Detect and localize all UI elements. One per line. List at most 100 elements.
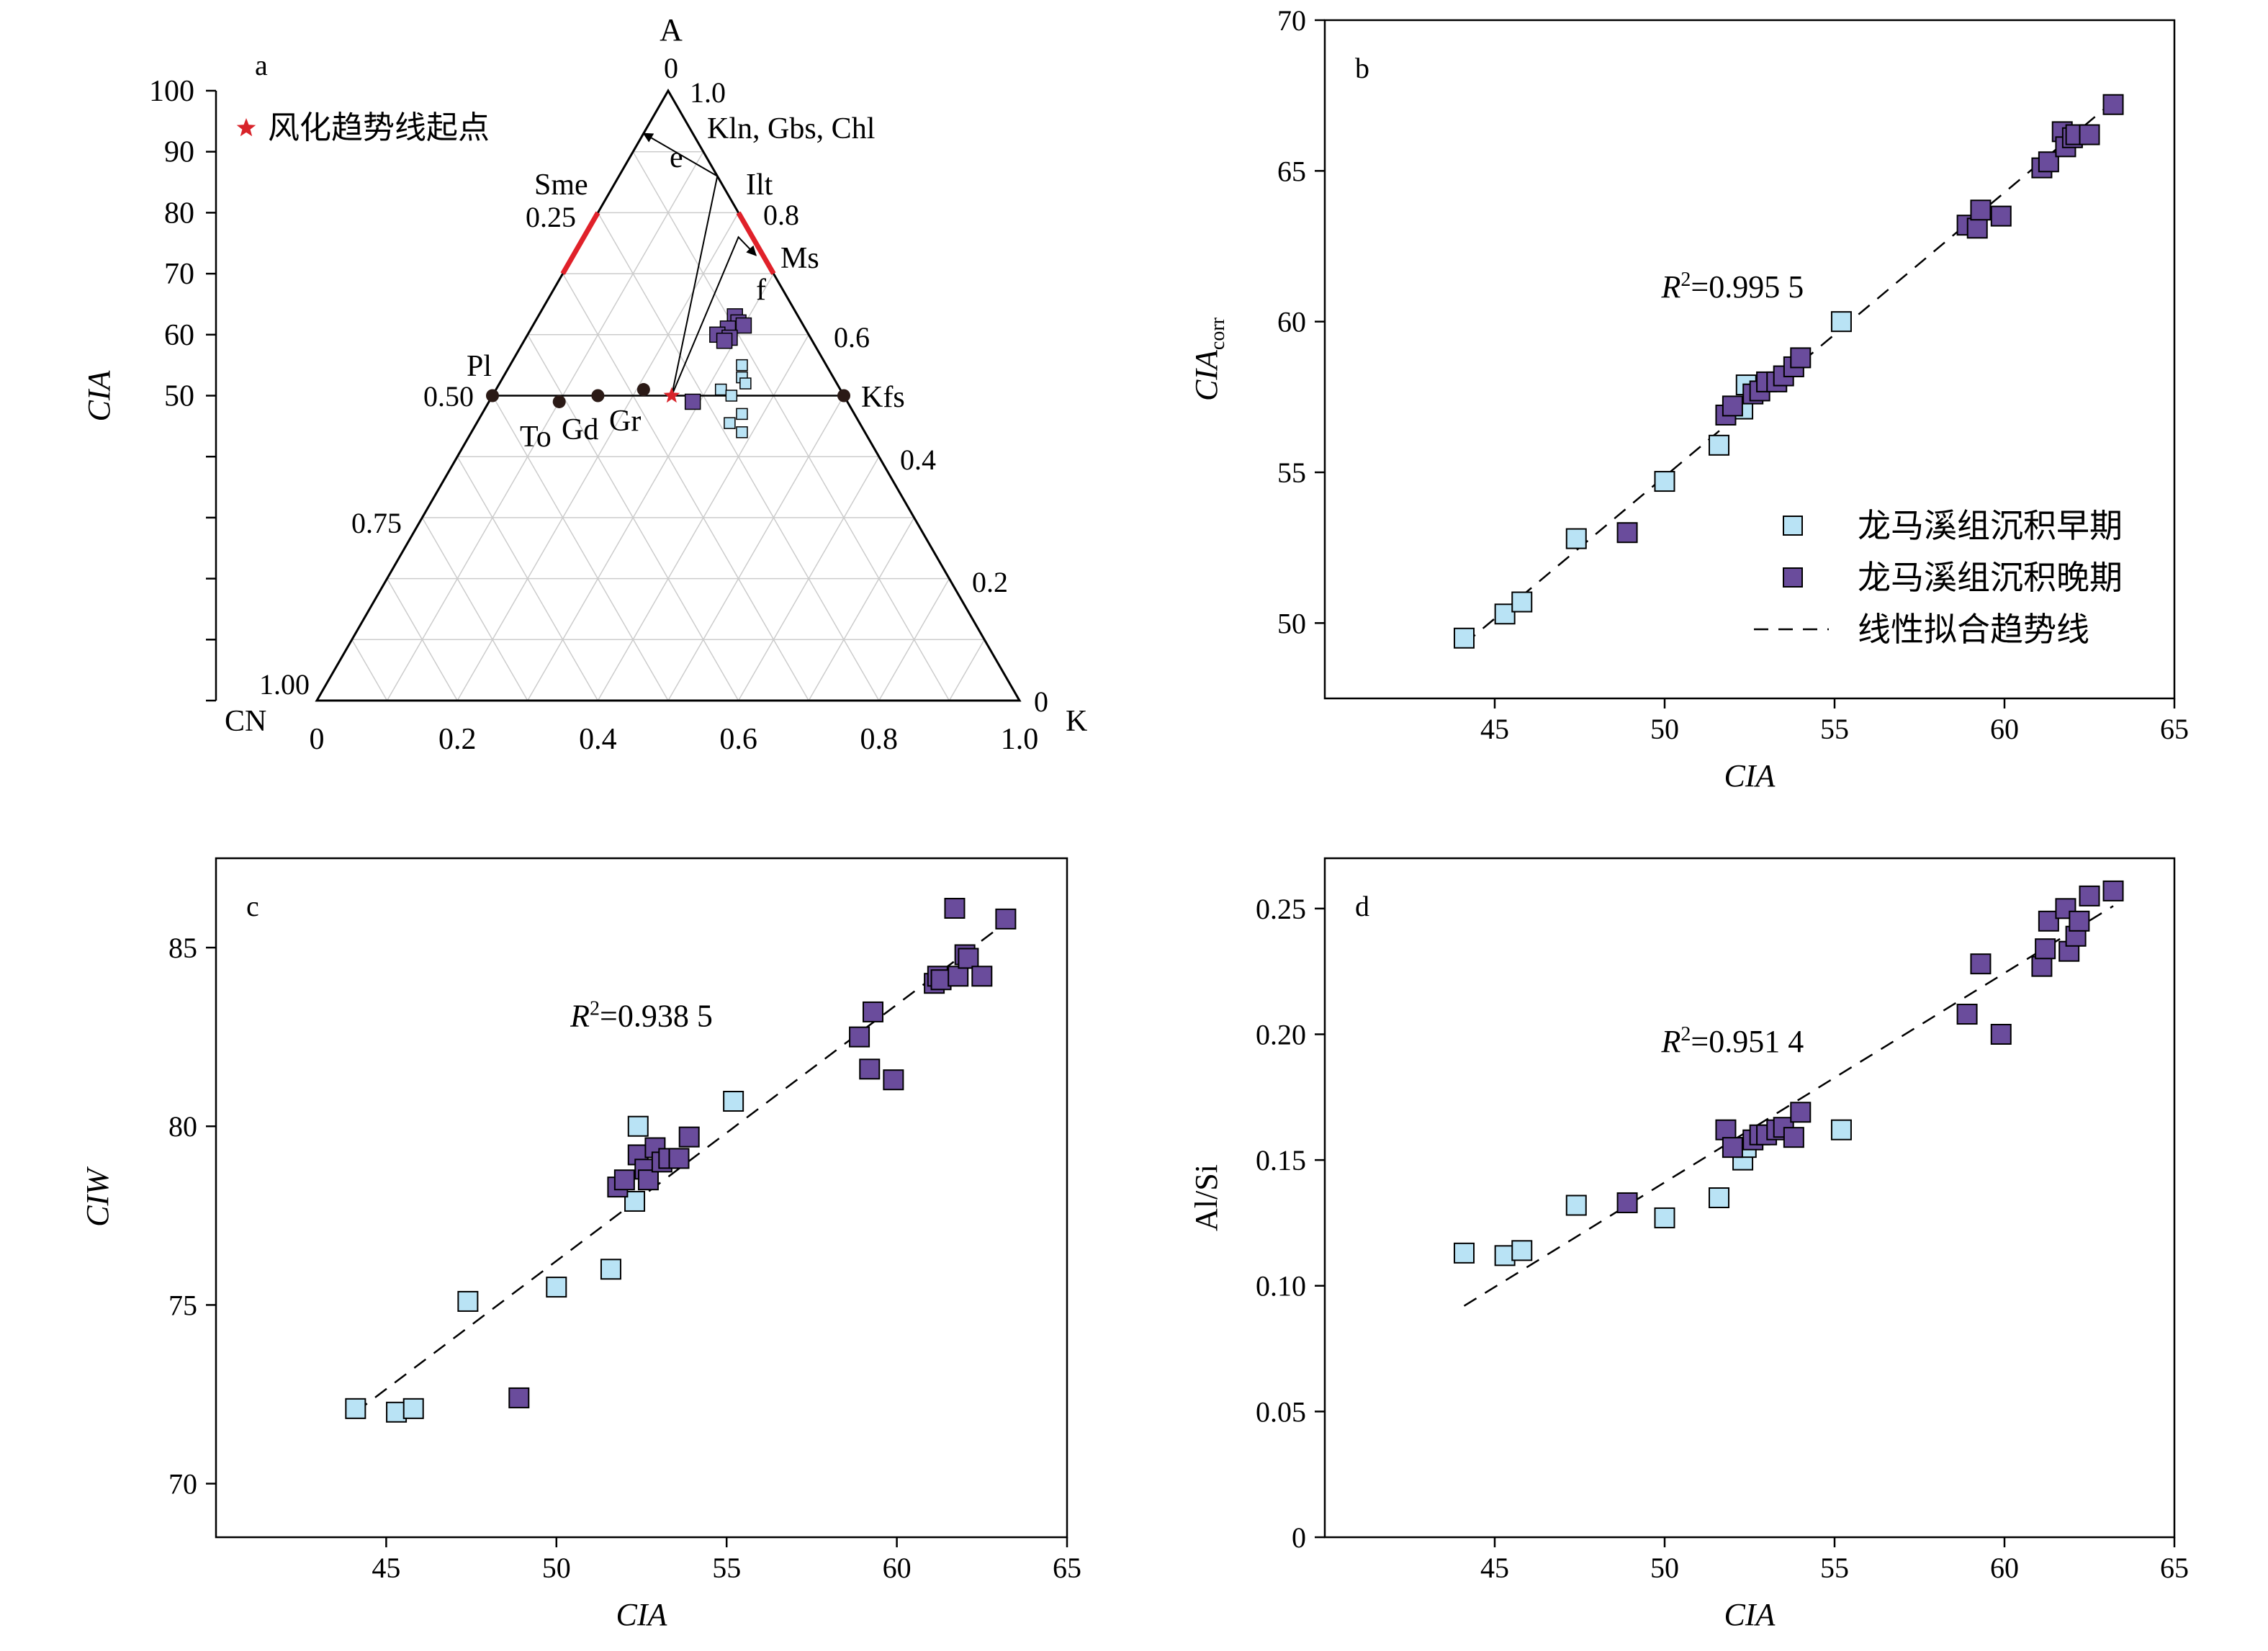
late-marker — [930, 969, 952, 991]
y-tick-label: 85 — [168, 932, 197, 964]
plot-frame — [1323, 19, 2176, 700]
late-marker — [1970, 199, 1992, 221]
late-marker — [971, 966, 993, 987]
legend-late-swatch — [1783, 567, 1803, 588]
grid-line — [386, 151, 704, 701]
y-axis-label-main: CIW — [80, 1166, 115, 1227]
x-tick-label: 55 — [1820, 713, 1849, 745]
early-marker — [725, 390, 738, 402]
early-marker — [345, 1398, 366, 1419]
trend-line — [1463, 905, 2114, 1307]
early-marker — [1454, 1242, 1475, 1264]
grid-line — [632, 151, 950, 701]
mineral-label: Kfs — [861, 381, 905, 414]
late-marker — [2031, 955, 2053, 977]
mineral-label: Kln, Gbs, Chl — [707, 112, 875, 145]
late-marker — [958, 948, 979, 969]
early-marker — [1654, 1207, 1675, 1228]
left-edge-tick: 0.50 — [423, 380, 474, 413]
early-marker — [1511, 591, 1533, 613]
cia-tick-label: 60 — [164, 319, 194, 352]
x-axis-label: CIA — [1724, 758, 1776, 793]
grid-line — [878, 578, 950, 701]
x-tick-label: 60 — [1990, 1552, 2019, 1584]
scatter-panel-d: 45 50 55 60 65 0 0.05 0.10 0.15 0.20 0.25 CIA Al/Si d… — [1189, 857, 2189, 1632]
early-marker — [627, 1115, 649, 1137]
cia-tick-label: 70 — [164, 258, 194, 291]
x-tick-label: 60 — [883, 1552, 912, 1584]
bottom-tick-label: 0.2 — [438, 723, 477, 756]
x-tick-label: 55 — [712, 1552, 741, 1584]
y-axis-label-sub: corr — [1207, 317, 1229, 350]
panel-label: b — [1355, 52, 1369, 84]
late-marker — [944, 897, 966, 919]
trend-line — [355, 922, 1007, 1413]
early-marker — [600, 1259, 621, 1280]
smectite-band — [560, 211, 600, 275]
early-marker — [1494, 1245, 1516, 1267]
x-tick-label: 45 — [372, 1552, 400, 1584]
late-marker — [1990, 205, 2012, 227]
r2-value: =0.951 4 — [1691, 1024, 1804, 1059]
y-axis-label: CIW — [80, 1166, 115, 1227]
panel-label: a — [255, 49, 268, 81]
trend-arrow-e — [642, 132, 719, 396]
reference-point — [552, 395, 566, 408]
y-tick-label: 80 — [168, 1110, 197, 1143]
r2-superscript: 2 — [1680, 1023, 1691, 1045]
left-edge-tick: 1.00 — [259, 668, 310, 701]
top-tick: 0 — [664, 52, 678, 84]
r2-value: =0.938 5 — [600, 998, 713, 1033]
early-marker — [1494, 603, 1516, 625]
grid-line — [421, 517, 528, 701]
cia-tick-label: 90 — [164, 136, 194, 169]
x-tick-label: 65 — [2160, 713, 2189, 745]
r2-symbol: R — [570, 998, 590, 1033]
y-tick-label: 0 — [1292, 1521, 1306, 1554]
x-tick-label: 65 — [1053, 1552, 1081, 1584]
mineral-label: Gd — [562, 413, 598, 446]
late-marker — [883, 1069, 904, 1091]
early-marker — [1511, 1240, 1533, 1261]
early-marker — [1565, 1195, 1587, 1216]
right-edge-tick: 0.4 — [900, 444, 936, 476]
grid-line — [808, 517, 915, 701]
legend-trend-label: 线性拟合趋势线 — [1858, 611, 2089, 648]
late-marker — [678, 1126, 700, 1148]
reference-point — [837, 389, 850, 402]
vertex-CN: CN — [225, 705, 266, 738]
cia-tick-label: 80 — [164, 197, 194, 230]
x-axis-label: CIA — [1724, 1597, 1776, 1632]
scatter-panel-b: 45 50 55 60 655055606570CIACIAcorrbR2=0.995 … — [1189, 4, 2189, 793]
early-marker — [1709, 434, 1730, 456]
vertex-A: A — [660, 12, 683, 48]
late-marker — [735, 317, 752, 334]
grid-line — [562, 273, 809, 701]
x-tick-label: 45 — [1480, 713, 1509, 745]
mineral-label: To — [520, 420, 552, 454]
early-marker — [1565, 528, 1587, 549]
grid-line — [456, 456, 599, 701]
bottom-tick-label: 0 — [310, 723, 325, 756]
r2-annotation: R2=0.951 4 — [1661, 1023, 1804, 1059]
late-marker — [1790, 1102, 1812, 1123]
left-edge-tick: 0.75 — [351, 507, 402, 539]
plot-frame — [215, 857, 1068, 1539]
r2-annotation: R2=0.995 5 — [1661, 269, 1804, 305]
legend-star-label: 风化趋势线起点 — [268, 110, 490, 145]
r2-annotation: R2=0.938 5 — [570, 997, 713, 1033]
legend-early-swatch — [1783, 516, 1803, 536]
reference-point — [486, 389, 499, 402]
early-marker — [402, 1398, 424, 1419]
early-marker — [457, 1290, 479, 1312]
mineral-label: f — [756, 274, 766, 307]
early-marker — [736, 359, 748, 372]
early-marker — [723, 1090, 744, 1112]
right-edge-tick: 0 — [1034, 685, 1048, 718]
grid-line — [737, 456, 880, 701]
y-axis-label-main: CIA — [1189, 349, 1224, 401]
y-tick-label: 0.10 — [1256, 1270, 1306, 1303]
right-edge-tick: 0.8 — [763, 199, 799, 231]
r2-symbol: R — [1661, 269, 1681, 305]
late-marker — [1966, 217, 1988, 239]
